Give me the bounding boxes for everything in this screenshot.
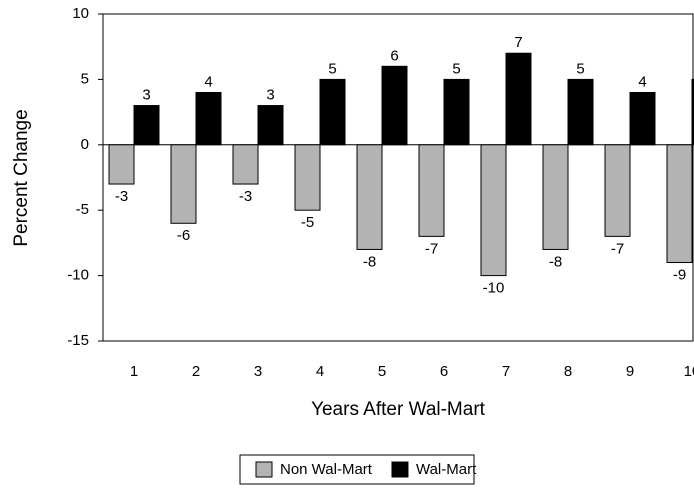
bar [170,144,197,224]
bar [604,144,631,237]
legend-label: Non Wal-Mart [280,461,373,478]
x-tick-label: 7 [502,363,510,380]
value-label: 3 [142,87,150,104]
x-tick-label: 1 [130,363,138,380]
x-tick-label: 4 [316,363,324,380]
value-label: -8 [549,253,562,270]
bar [294,144,321,211]
value-label: 5 [328,60,336,77]
x-tick-label: 9 [626,363,634,380]
bar [691,78,694,146]
y-tick-label: 0 [81,136,89,153]
x-tick-label: 3 [254,363,262,380]
value-label: 5 [576,60,584,77]
y-axis-title: Percent Change [11,109,32,246]
bar [443,78,470,146]
y-tick-label: -15 [67,332,89,349]
value-label: 6 [390,47,398,64]
value-label: 3 [266,87,274,104]
bar [567,78,594,146]
x-tick-label: 8 [564,363,572,380]
value-label: -7 [425,240,438,257]
bar [505,52,532,146]
value-label: -7 [611,240,624,257]
bar [257,105,284,146]
bar [418,144,445,237]
bar [381,65,408,146]
value-label: 4 [204,73,212,90]
bar [195,91,222,146]
x-tick-label: 5 [378,363,386,380]
bar [480,144,507,277]
bar [108,144,135,185]
x-tick-label: 10 [684,363,694,380]
value-label: -3 [115,188,128,205]
plot-frame [102,13,694,342]
y-tick-label: -10 [67,267,89,284]
value-label: -9 [673,266,686,283]
value-label: -5 [301,214,314,231]
bar [319,78,346,146]
y-tick-label: 5 [81,70,89,87]
bar [232,144,259,185]
bar [356,144,383,250]
legend-label: Wal-Mart [416,461,477,478]
legend-swatch [255,461,273,478]
bar [542,144,569,250]
value-label: -3 [239,188,252,205]
y-tick-label: -5 [76,201,89,218]
value-label: 5 [452,60,460,77]
value-label: -10 [483,280,505,297]
value-label: 4 [638,73,646,90]
value-label: 7 [514,34,522,51]
bar [666,144,693,264]
value-label: -8 [363,253,376,270]
y-tick-label: 10 [72,5,89,22]
legend-box [239,454,475,485]
x-tick-label: 2 [192,363,200,380]
bar [629,91,656,146]
x-axis-title: Years After Wal-Mart [311,399,486,420]
x-tick-label: 6 [440,363,448,380]
legend-swatch [391,461,409,478]
bar [133,105,160,146]
value-label: -6 [177,227,190,244]
